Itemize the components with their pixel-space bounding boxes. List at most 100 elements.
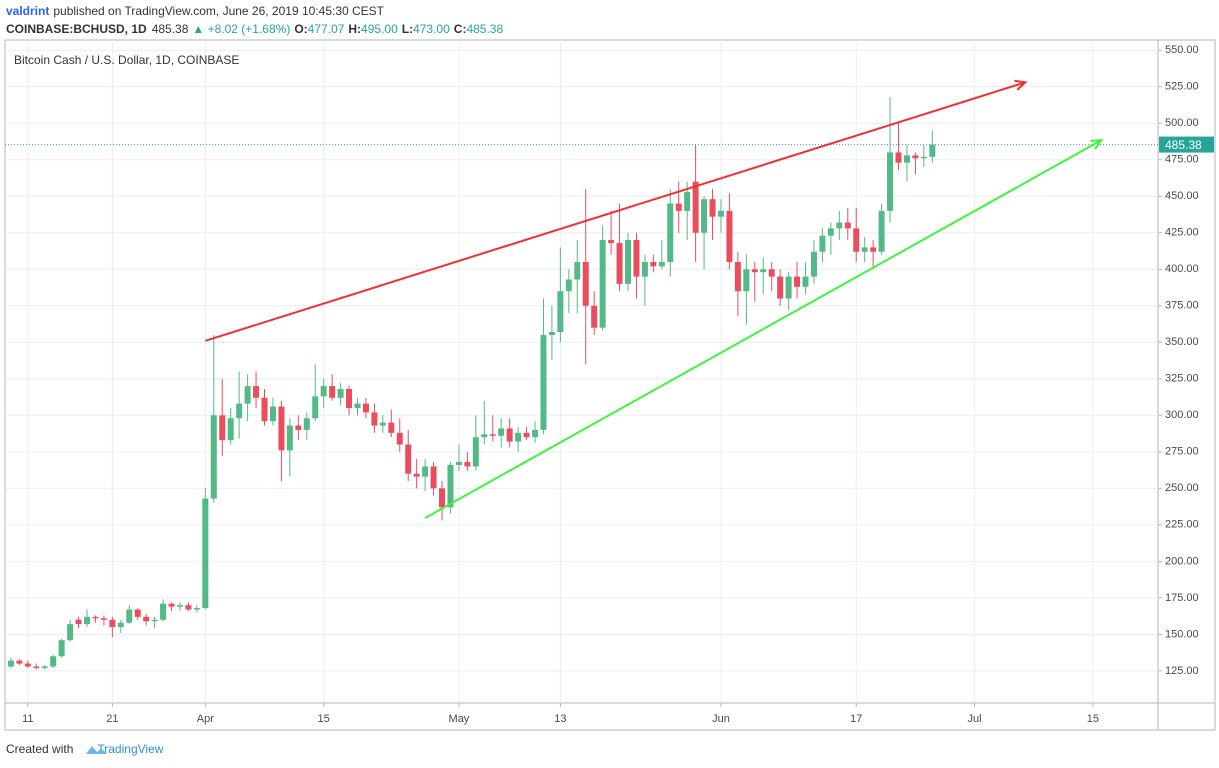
candle-body [7,660,14,667]
footer-text: Created with [6,742,73,756]
x-tick-label: 21 [106,713,118,725]
candle-body [641,261,648,277]
y-tick-label: 375.00 [1165,300,1199,312]
candle-body [269,406,276,422]
candle-body [193,608,200,610]
candle-body [312,396,319,419]
ohlc-label: O: [294,22,307,36]
candle-body [853,228,860,252]
y-tick-label: 250.00 [1165,482,1199,494]
trend-arrowhead [1090,139,1104,150]
candle-body [717,210,724,217]
candle-body [202,498,209,609]
trend-arrowhead [1014,79,1028,91]
candle-body [371,412,378,426]
header-line: valdrint published on TradingView.com, Ju… [6,4,385,18]
ohlc-label: L: [402,22,413,36]
candle-body [83,616,90,625]
candle-body [117,622,124,628]
candle-body [160,603,167,620]
candle-body [447,464,454,508]
y-tick-label: 325.00 [1165,373,1199,385]
candle-body [67,624,74,641]
candle-body [751,269,758,273]
candle-body [582,261,589,306]
candle-body [743,269,750,292]
y-tick-label: 450.00 [1165,190,1199,202]
candle-body [515,432,522,442]
candle-body [912,155,919,159]
candle-body [768,269,775,277]
x-tick-label: 13 [554,713,566,725]
candle-body [481,434,488,438]
candle-body [388,422,395,433]
y-tick-label: 200.00 [1165,555,1199,567]
published: published on TradingView.com, June 26, 2… [53,4,384,18]
y-tick-label: 525.00 [1165,81,1199,93]
candle-body [464,462,471,467]
candle-body [227,418,234,441]
candle-body [777,276,784,299]
y-tick-label: 125.00 [1165,665,1199,677]
candle-body [261,397,268,422]
change: ▲ +8.02 (+1.68%) [192,22,290,36]
author: valdrint [6,4,49,18]
last-price-label: 485.38 [1165,138,1202,152]
candle-body [827,228,834,236]
trend-line [424,139,1102,519]
candle-body [878,210,885,252]
ohlc-value: 473.00 [413,22,450,36]
candle-body [210,415,217,499]
candle-body [574,261,581,280]
candle-body [422,466,429,477]
candle-body [346,389,353,409]
y-tick-label: 400.00 [1165,263,1199,275]
candle-body [143,616,150,622]
candle-body [675,203,682,211]
candle-body [16,660,23,664]
ohlc-label: H: [348,22,361,36]
candle-body [75,619,82,625]
candle-body [506,428,513,442]
x-tick-label: Apr [197,713,214,725]
candle-body [320,386,327,397]
candle-body [726,210,733,262]
candle-body [41,666,48,668]
symbol: COINBASE:BCHUSD, 1D [6,22,147,36]
candle-body [810,251,817,277]
candle-body [362,403,369,413]
tradingview-logo [86,746,107,754]
candle-body [844,222,851,229]
last-price-box [1159,136,1214,153]
ohlc-value: 477.07 [308,22,345,36]
candle-body [244,386,251,404]
candle-body [396,432,403,445]
candle-body [920,156,927,159]
candle-body [413,473,420,477]
candle-body [895,152,902,163]
candle-body [50,656,57,667]
footer: Created with TradingView [6,742,164,756]
candle-body [633,240,640,277]
candle-body [24,663,31,667]
candle-body [303,418,310,430]
y-tick-label: 150.00 [1165,628,1199,640]
candle-body [709,199,716,217]
candle-body [887,152,894,211]
candle-body [379,422,386,426]
candle-body [253,386,260,398]
candle-body [532,429,539,438]
candle-body [100,618,107,620]
candle-body [658,261,665,267]
candle-body [836,222,843,229]
candle-body [405,444,412,474]
x-tick-label: Jul [968,713,982,725]
candle-body [134,609,141,617]
candle-body [557,291,564,333]
candle-body [616,242,623,284]
y-tick-label: 175.00 [1165,592,1199,604]
candle-body [236,403,243,419]
x-tick-label: May [449,713,470,725]
candle-body [785,276,792,299]
candle-body [33,666,40,668]
